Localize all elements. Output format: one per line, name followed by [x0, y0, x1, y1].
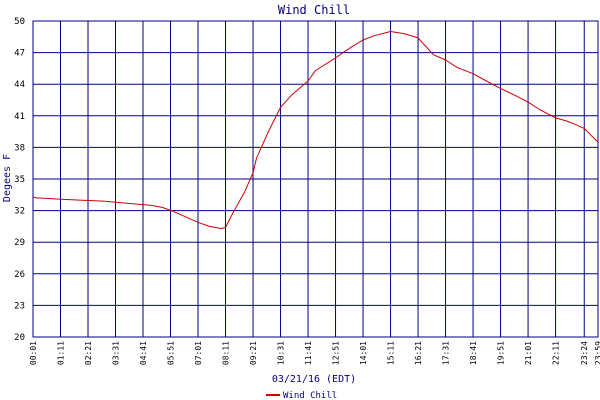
legend-label: Wind Chill	[283, 391, 337, 400]
x-tick-label: 15:11	[387, 341, 396, 365]
y-tick-label: 44	[14, 80, 25, 90]
x-tick-label: 10:31	[277, 341, 286, 365]
x-tick-label: 00:01	[29, 341, 38, 365]
x-tick-label: 05:51	[167, 341, 176, 365]
y-tick-label: 20	[14, 333, 25, 343]
y-tick-label: 32	[14, 207, 25, 217]
series-layer	[32, 31, 599, 229]
x-tick-label: 14:01	[359, 341, 368, 365]
legend: Wind Chill	[266, 391, 337, 400]
y-tick-label: 41	[14, 112, 25, 122]
x-tick-label: 21:01	[524, 341, 533, 365]
x-tick-label: 02:21	[84, 341, 93, 365]
x-tick-label: 07:01	[194, 341, 203, 365]
y-tick-label: 47	[14, 49, 25, 59]
x-tick-label: 19:51	[497, 341, 506, 365]
x-tick-label: 22:11	[552, 341, 561, 365]
y-tick-label: 26	[14, 270, 25, 280]
plot-grid	[32, 20, 599, 338]
x-tick-label: 01:11	[57, 341, 66, 365]
y-tick-label: 38	[14, 143, 25, 153]
x-axis-label: 03/21/16 (EDT)	[272, 374, 356, 385]
x-tick-label-end: 23:59	[594, 341, 600, 365]
x-tick-label: 04:41	[139, 341, 148, 365]
y-tick-labels: 20 23 26 29 32 35 38 41 44 47 50	[14, 17, 25, 343]
x-tick-labels: 00:01 01:11 02:21 03:31 04:41 05:51 07:01 08:11…	[29, 341, 600, 365]
x-tick-label: 08:11	[222, 341, 231, 365]
y-axis-label: Degees F	[2, 154, 13, 202]
x-tick-label: 11:41	[304, 341, 313, 365]
x-tick-label: 16:21	[414, 341, 423, 365]
x-tick-label: 23:24	[580, 341, 589, 365]
y-tick-label: 23	[14, 301, 25, 311]
chart-title: Wind Chill	[278, 3, 350, 17]
y-tick-label: 35	[14, 175, 25, 185]
x-tick-label: 17:31	[442, 341, 451, 365]
series-line-wind-chill	[32, 31, 599, 229]
x-tick-label: 09:21	[249, 341, 258, 365]
x-tick-label: 12:51	[332, 341, 341, 365]
y-tick-label: 50	[14, 17, 25, 27]
x-tick-label: 03:31	[112, 341, 121, 365]
y-tick-label: 29	[14, 238, 25, 248]
x-tick-label: 18:41	[469, 341, 478, 365]
